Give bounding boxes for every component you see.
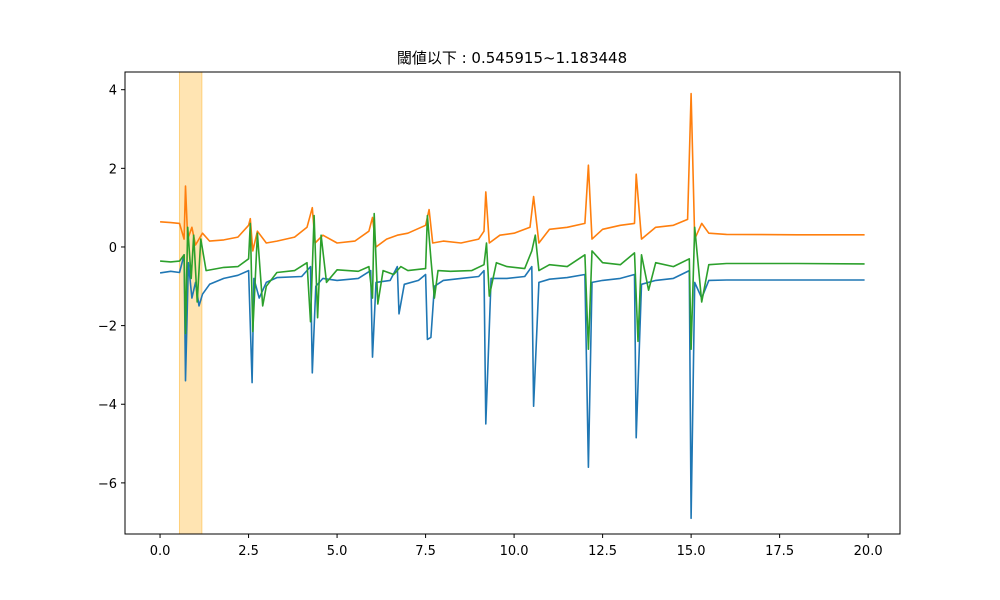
chart-title: 閾値以下 : 0.545915~1.183448 bbox=[397, 49, 627, 67]
y-tick-label: 2 bbox=[109, 162, 117, 177]
y-tick-label: 0 bbox=[109, 241, 117, 256]
plot-frame bbox=[124, 71, 901, 535]
x-tick-label: 2.5 bbox=[238, 544, 259, 559]
y-tick-label: −4 bbox=[98, 398, 117, 413]
x-tick-label: 12.5 bbox=[588, 544, 617, 559]
y-tick-label: 4 bbox=[109, 84, 117, 99]
y-tick-label: −6 bbox=[98, 477, 117, 492]
x-tick-label: 15.0 bbox=[677, 544, 706, 559]
y-axis-ticks: −6 −4 −2 0 2 4 bbox=[98, 84, 125, 492]
series-line-1 bbox=[159, 254, 865, 520]
x-tick-label: 10.0 bbox=[500, 544, 529, 559]
series-line-3 bbox=[160, 212, 865, 350]
x-tick-label: 20.0 bbox=[854, 544, 883, 559]
series-layer bbox=[159, 92, 865, 520]
x-tick-label: 0.0 bbox=[150, 544, 171, 559]
x-tick-label: 7.5 bbox=[415, 544, 436, 559]
x-tick-label: 17.5 bbox=[765, 544, 794, 559]
y-tick-label: −2 bbox=[98, 320, 117, 335]
x-axis-ticks: 0.0 2.5 5.0 7.5 10.0 12.5 15.0 17.5 20.0 bbox=[150, 534, 883, 559]
x-tick-label: 5.0 bbox=[327, 544, 348, 559]
series-line-2 bbox=[160, 92, 865, 252]
